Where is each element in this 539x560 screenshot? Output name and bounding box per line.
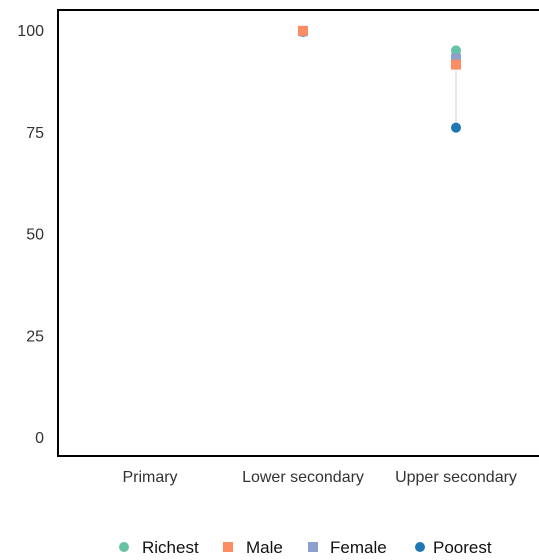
legend-richest-label: Richest (142, 538, 199, 557)
legend-poorest-label: Poorest (433, 538, 492, 557)
y-tick-labels: 0 25 50 75 100 (17, 23, 44, 447)
y-tick-label: 50 (26, 227, 44, 244)
range-lines (302, 30, 457, 128)
axes (57, 9, 539, 457)
legend-male-label: Male (246, 538, 283, 557)
poorest-point (451, 122, 461, 133)
legend-poorest-marker (415, 542, 425, 552)
male-point (451, 59, 461, 70)
y-tick-label: 25 (26, 328, 44, 345)
legend: Richest Male Female Poorest (119, 538, 492, 557)
legend-richest-marker (119, 542, 129, 552)
female-point (451, 53, 461, 64)
y-tick-label: 75 (26, 125, 44, 142)
data-markers (298, 25, 461, 133)
legend-female-marker (308, 542, 318, 552)
legend-male-marker (223, 542, 233, 552)
x-tick-label: Upper secondary (395, 469, 517, 486)
y-tick-label: 100 (17, 23, 44, 40)
male-point (298, 25, 308, 36)
x-tick-labels: Primary Lower secondary Upper secondary (122, 469, 516, 486)
richest-point (451, 45, 461, 56)
legend-female-label: Female (330, 538, 387, 557)
x-tick-label: Lower secondary (242, 469, 364, 486)
x-tick-label: Primary (122, 469, 177, 486)
y-tick-label: 0 (35, 430, 44, 447)
